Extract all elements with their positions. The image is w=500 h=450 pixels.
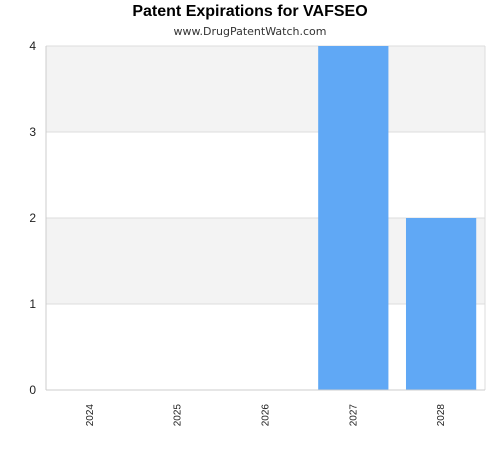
- x-tick-label: 2025: [173, 404, 184, 427]
- y-tick-label: 0: [29, 383, 36, 397]
- x-tick-label: 2027: [348, 404, 359, 427]
- bar-2027: [318, 46, 388, 390]
- x-tick-label: 2028: [436, 404, 447, 427]
- x-tick-label: 2026: [261, 404, 272, 427]
- bar-2028: [406, 218, 476, 390]
- y-tick-label: 1: [29, 297, 36, 311]
- y-tick-label: 4: [29, 39, 36, 53]
- x-tick-labels: 2024 2025 2026 2027 2028: [85, 404, 447, 427]
- y-tick-label: 2: [29, 211, 36, 225]
- grid-band: [46, 46, 485, 132]
- y-tick-label: 3: [29, 125, 36, 139]
- x-tick-label: 2024: [85, 404, 96, 427]
- y-tick-labels: 0 1 2 3 4: [29, 39, 36, 397]
